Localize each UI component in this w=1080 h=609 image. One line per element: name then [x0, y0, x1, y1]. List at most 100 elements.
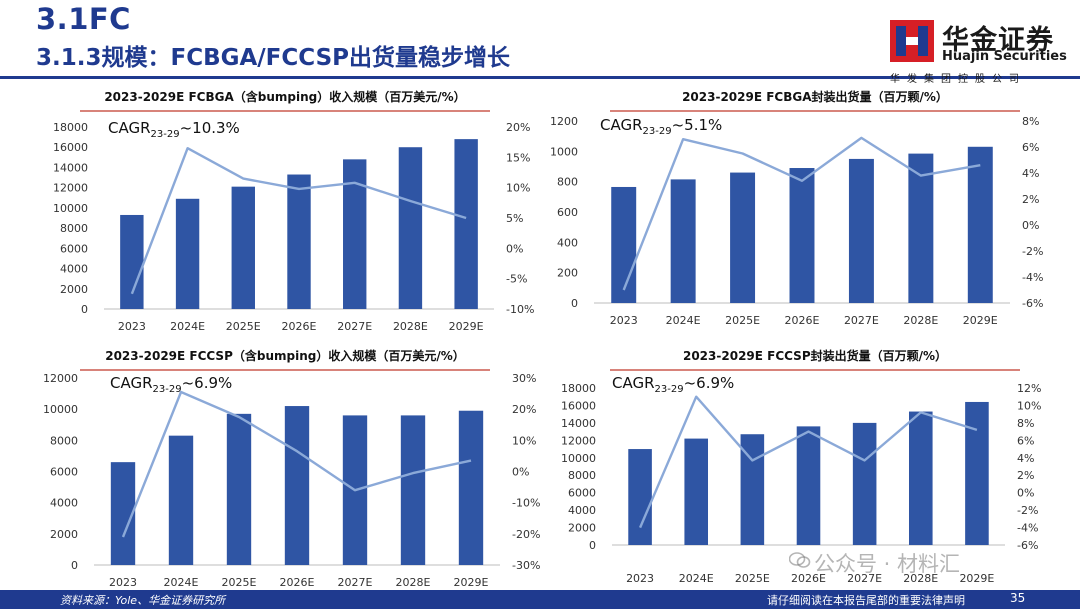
category-label: 2027E — [338, 576, 373, 589]
wechat-icon — [789, 552, 811, 568]
category-label: 2024E — [679, 572, 714, 585]
category-label: 2027E — [337, 320, 372, 333]
bar — [284, 406, 310, 565]
cagr-annotation: CAGR23-29~6.9% — [612, 374, 734, 395]
bar — [684, 438, 709, 545]
growth-line — [130, 146, 467, 295]
category-label: 2025E — [735, 572, 770, 585]
left-tick-label: 400 — [557, 236, 578, 249]
right-tick-label: -6% — [1017, 539, 1038, 552]
right-tick-label: 20% — [506, 121, 530, 134]
right-tick-label: -5% — [506, 273, 527, 286]
category-label: 2026E — [282, 320, 317, 333]
left-tick-label: 2000 — [60, 283, 88, 296]
cagr-annotation: CAGR23-29~5.1% — [600, 116, 722, 137]
left-tick-label: 2000 — [568, 522, 596, 535]
bar — [965, 401, 989, 545]
left-tick-label: 4000 — [568, 504, 596, 517]
left-tick-label: 200 — [557, 267, 578, 280]
left-tick-label: 6000 — [50, 466, 78, 479]
bar — [400, 415, 426, 565]
category-label: 2025E — [222, 576, 257, 589]
header-divider — [0, 76, 1080, 79]
right-tick-label: 8% — [1022, 115, 1039, 128]
category-label: 2026E — [785, 314, 820, 327]
left-tick-label: 12000 — [53, 182, 88, 195]
left-tick-label: 0 — [571, 297, 578, 310]
category-label: 2028E — [396, 576, 431, 589]
right-tick-label: 4% — [1022, 167, 1039, 180]
bar — [789, 168, 815, 303]
right-tick-label: 0% — [1017, 487, 1034, 500]
right-tick-label: 2% — [1022, 193, 1039, 206]
category-label: 2023 — [626, 572, 654, 585]
category-label: 2023 — [109, 576, 137, 589]
source-note: 资料来源：Yole、华金证券研究所 — [60, 594, 226, 607]
cagr-annotation: CAGR23-29~10.3% — [108, 119, 240, 140]
left-tick-label: 8000 — [60, 222, 88, 235]
right-tick-label: 6% — [1017, 434, 1034, 447]
page-number: 35 — [1010, 591, 1026, 605]
left-tick-label: 18000 — [53, 121, 88, 134]
right-tick-label: 8% — [1017, 417, 1034, 430]
bar — [908, 153, 934, 303]
chart-title: 2023-2029E FCCSP（含bumping）收入规模（百万美元/%） — [105, 348, 465, 363]
right-tick-label: -4% — [1017, 522, 1038, 535]
bar — [611, 186, 637, 303]
left-tick-label: 6000 — [60, 242, 88, 255]
chart-2: 2023-2029E FCBGA封装出货量（百万颗/%） 0 200 400 600 80… — [550, 89, 1043, 327]
category-label: 2029E — [454, 576, 489, 589]
logo-tagline: 华发集团控股公司 — [890, 74, 1026, 85]
left-tick-label: 10000 — [53, 202, 88, 215]
bar — [740, 434, 765, 545]
category-label: 2024E — [170, 320, 205, 333]
left-tick-label: 18000 — [561, 382, 596, 395]
right-tick-label: -30% — [512, 559, 540, 572]
left-tick-label: 0 — [71, 559, 78, 572]
growth-line — [638, 395, 978, 529]
category-label: 2023 — [118, 320, 146, 333]
category-label: 2029E — [963, 314, 998, 327]
category-label: 2029E — [959, 572, 994, 585]
right-tick-label: 0% — [506, 242, 523, 255]
growth-line — [121, 390, 472, 538]
bar — [398, 147, 423, 309]
bar — [226, 413, 252, 565]
category-label: 2029E — [449, 320, 484, 333]
right-tick-label: 10% — [1017, 399, 1041, 412]
category-label: 2028E — [393, 320, 428, 333]
right-tick-label: 10% — [506, 182, 530, 195]
bar — [730, 172, 756, 303]
left-tick-label: 8000 — [50, 434, 78, 447]
bar — [967, 146, 993, 303]
right-tick-label: 6% — [1022, 141, 1039, 154]
left-tick-label: 0 — [589, 539, 596, 552]
left-tick-label: 10000 — [43, 403, 78, 416]
right-tick-label: 20% — [512, 403, 536, 416]
bar — [848, 158, 874, 303]
category-label: 2027E — [847, 572, 882, 585]
category-label: 2028E — [903, 314, 938, 327]
right-tick-label: 0% — [1022, 219, 1039, 232]
footer-bar — [0, 590, 1080, 609]
bar — [908, 411, 933, 545]
right-tick-label: 4% — [1017, 452, 1034, 465]
left-tick-label: 1000 — [550, 145, 578, 158]
left-tick-label: 14000 — [561, 417, 596, 430]
left-tick-label: 800 — [557, 176, 578, 189]
chart-4: 2023-2029E FCCSP封装出货量（百万颗/%） 0 2000 4000 600… — [561, 348, 1041, 585]
bar — [231, 186, 255, 309]
bar — [287, 174, 311, 309]
chart-3: 2023-2029E FCCSP（含bumping）收入规模（百万美元/%） 0 2… — [43, 348, 540, 589]
chart-title: 2023-2029E FCCSP封装出货量（百万颗/%） — [683, 348, 947, 363]
right-tick-label: 5% — [506, 212, 523, 225]
category-label: 2028E — [903, 572, 938, 585]
left-tick-label: 8000 — [568, 469, 596, 482]
left-tick-label: 6000 — [568, 487, 596, 500]
right-tick-label: -10% — [512, 497, 540, 510]
chart-title: 2023-2029E FCBGA（含bumping）收入规模（百万美元/%） — [104, 89, 465, 104]
right-tick-label: 12% — [1017, 382, 1041, 395]
left-tick-label: 12000 — [43, 372, 78, 385]
left-tick-label: 16000 — [53, 141, 88, 154]
